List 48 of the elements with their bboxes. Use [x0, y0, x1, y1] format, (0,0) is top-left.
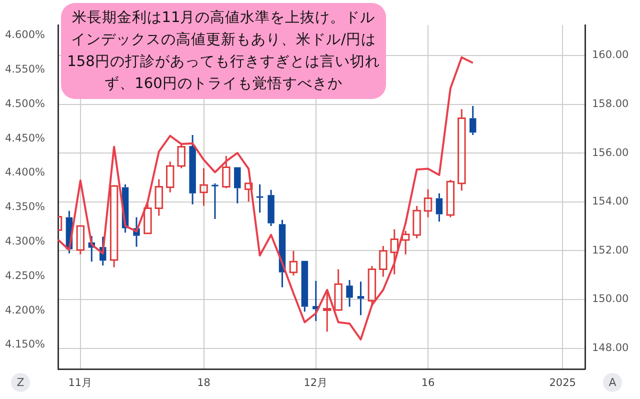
y2-tick-label: 154.00 [592, 196, 629, 208]
round-button: Z [11, 373, 30, 392]
candlestick [357, 280, 364, 316]
y-tick-label: 4.350% [4, 201, 46, 214]
candlestick [222, 155, 230, 189]
candlestick [401, 230, 410, 256]
candlestick [379, 245, 388, 278]
round-button: A [603, 373, 622, 392]
candlestick [244, 182, 253, 202]
candlestick [301, 260, 308, 312]
y-tick-label: 4.200% [4, 304, 46, 316]
y-tick-label: 4.600% [4, 29, 46, 42]
y-tick-label: 4.300% [4, 235, 46, 248]
y-tick-label: 4.450% [4, 132, 46, 144]
x-tick-label: 2025 [549, 377, 576, 390]
candlestick [458, 108, 466, 192]
candlestick [256, 184, 264, 214]
candlestick [212, 182, 218, 220]
y2-tick-label: 152.00 [592, 244, 629, 256]
candlestick [424, 188, 432, 218]
y-tick-label: 4.250% [4, 270, 46, 282]
candlestick [436, 192, 443, 222]
y-tick-label: 4.550% [4, 63, 46, 76]
candlestick [76, 225, 85, 256]
candlestick [189, 134, 196, 206]
candlestick [289, 250, 298, 276]
candlestick [234, 167, 241, 204]
y2-tick-label: 160.00 [592, 49, 629, 62]
y-tick-label: 4.400% [4, 166, 46, 179]
y-tick-label: 4.150% [4, 338, 46, 351]
y2-tick-label: 156.00 [592, 146, 629, 159]
y2-tick-label: 150.00 [592, 293, 629, 306]
candlestick [154, 178, 164, 217]
candlestick [268, 189, 274, 227]
text: 米長期金利は11月の高値水準を上抜け。ドルインデックスの高値更新もあり、米ドル/円は158円の打診があっても行きすぎとは言い切れず、160円のトライも覚悟すべきか [61, 3, 386, 99]
x-tick-label: 12月 [304, 377, 328, 390]
x-tick-label: 18 [197, 377, 210, 390]
candlestick [166, 160, 174, 194]
candlestick [346, 279, 353, 308]
y2-tick-label: 148.00 [592, 342, 629, 354]
candlestick [334, 268, 342, 311]
x-tick-label: 11月 [68, 377, 93, 390]
candlestick [470, 105, 476, 136]
y-tick-label: 4.500% [4, 98, 46, 110]
y2-tick-label: 158.00 [592, 98, 629, 110]
candlestick [390, 228, 398, 276]
candlestick [200, 167, 208, 207]
x-tick-label: 16 [421, 377, 436, 390]
